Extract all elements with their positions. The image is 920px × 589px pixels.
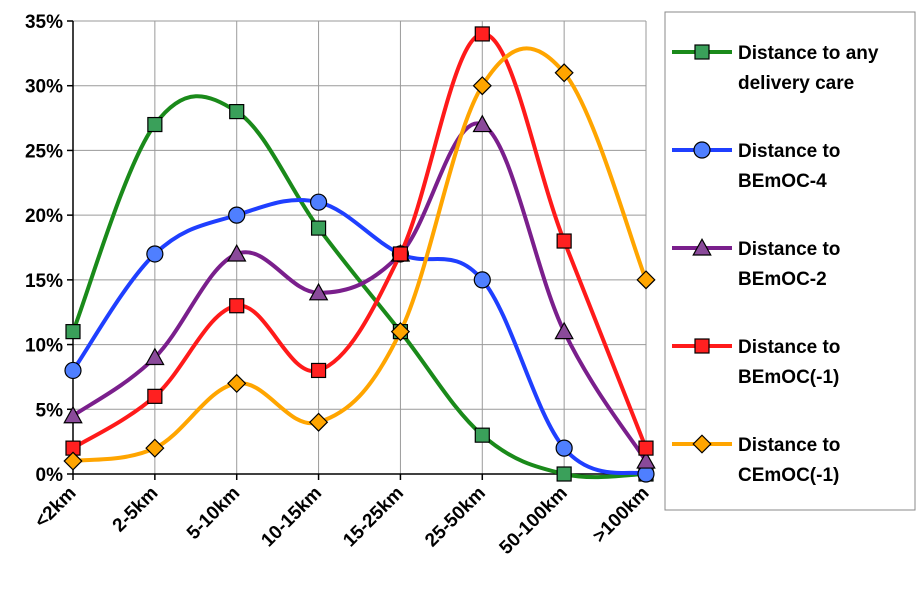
y-tick-label: 5% (36, 400, 64, 421)
data-point-marker (145, 438, 165, 458)
data-point-marker (308, 282, 329, 301)
data-point-marker (147, 388, 163, 404)
data-point-marker (472, 114, 493, 133)
data-point-marker (472, 76, 492, 96)
data-point-marker (65, 324, 81, 340)
legend-label: delivery care (738, 73, 854, 94)
legend-label: Distance to (738, 337, 840, 358)
series-markers (63, 26, 656, 483)
y-tick-label: 10% (25, 336, 63, 357)
axes (67, 20, 647, 480)
legend-label: BEmOC-4 (738, 171, 827, 192)
y-tick-label: 25% (25, 141, 63, 162)
y-tick-label: 15% (25, 271, 63, 292)
data-point-marker (556, 466, 572, 482)
y-tick-label: 20% (25, 206, 63, 227)
legend-marker (692, 238, 712, 256)
data-point-marker (473, 271, 491, 289)
legend-label: Distance to (738, 435, 840, 456)
x-tick-label: 2-5km (109, 483, 163, 537)
data-point-marker (555, 439, 573, 457)
data-point-marker (227, 373, 247, 393)
x-tick-label: >100km (589, 483, 654, 548)
y-tick-labels: 0% 5% 10% 15% 20% 25% 30% 35% (25, 12, 63, 486)
data-point-marker (638, 440, 654, 456)
legend-label: CEmOC(-1) (738, 465, 839, 486)
data-point-marker (63, 451, 83, 471)
legend-label: BEmOC-2 (738, 269, 827, 290)
data-point-marker (390, 322, 411, 342)
x-tick-label: 25-50km (421, 483, 490, 552)
legend-label: Distance to (738, 239, 840, 260)
legend-marker (694, 338, 710, 354)
data-point-marker (308, 412, 329, 432)
y-tick-label: 0% (36, 465, 64, 486)
legend: Distance to any delivery care Distance to B… (664, 11, 916, 511)
x-tick-label: 5-10km (183, 483, 244, 544)
data-point-marker (474, 26, 490, 42)
data-point-marker (229, 103, 245, 120)
series-line-2 (71, 121, 648, 464)
legend-marker (694, 44, 710, 60)
data-point-marker (636, 270, 656, 290)
data-point-marker (228, 206, 246, 224)
data-point-marker (145, 347, 165, 366)
data-point-marker (554, 63, 574, 83)
x-tick-label: 15-25km (339, 483, 408, 552)
legend-marker (693, 141, 711, 159)
y-tick-label: 30% (25, 77, 63, 98)
x-tick-label: 10-15km (257, 483, 326, 552)
legend-label: Distance to any (738, 43, 879, 64)
data-point-marker (229, 298, 245, 314)
legend-marker (692, 434, 712, 454)
data-point-marker (146, 245, 164, 263)
data-point-marker (556, 233, 572, 249)
y-tick-label: 35% (25, 12, 63, 33)
data-point-marker (147, 116, 163, 133)
data-point-marker (636, 451, 656, 469)
legend-label: BEmOC(-1) (738, 367, 839, 388)
data-point-marker (392, 246, 409, 262)
legend-box (664, 11, 916, 511)
data-point-marker (64, 361, 82, 380)
data-point-marker (226, 243, 247, 262)
data-point-marker (554, 321, 574, 340)
x-tick-label: 50-100km (496, 483, 572, 559)
x-tick-labels: <2km 2-5km 5-10km 10-15km 15-25km 25-50km 50-1… (31, 483, 654, 559)
data-point-marker (474, 427, 490, 443)
data-point-marker (310, 362, 327, 379)
data-point-marker (310, 220, 327, 236)
x-tick-label: <2km (31, 483, 81, 533)
data-point-marker (309, 193, 328, 211)
data-point-marker (63, 405, 83, 424)
legend-label: Distance to (738, 141, 840, 162)
